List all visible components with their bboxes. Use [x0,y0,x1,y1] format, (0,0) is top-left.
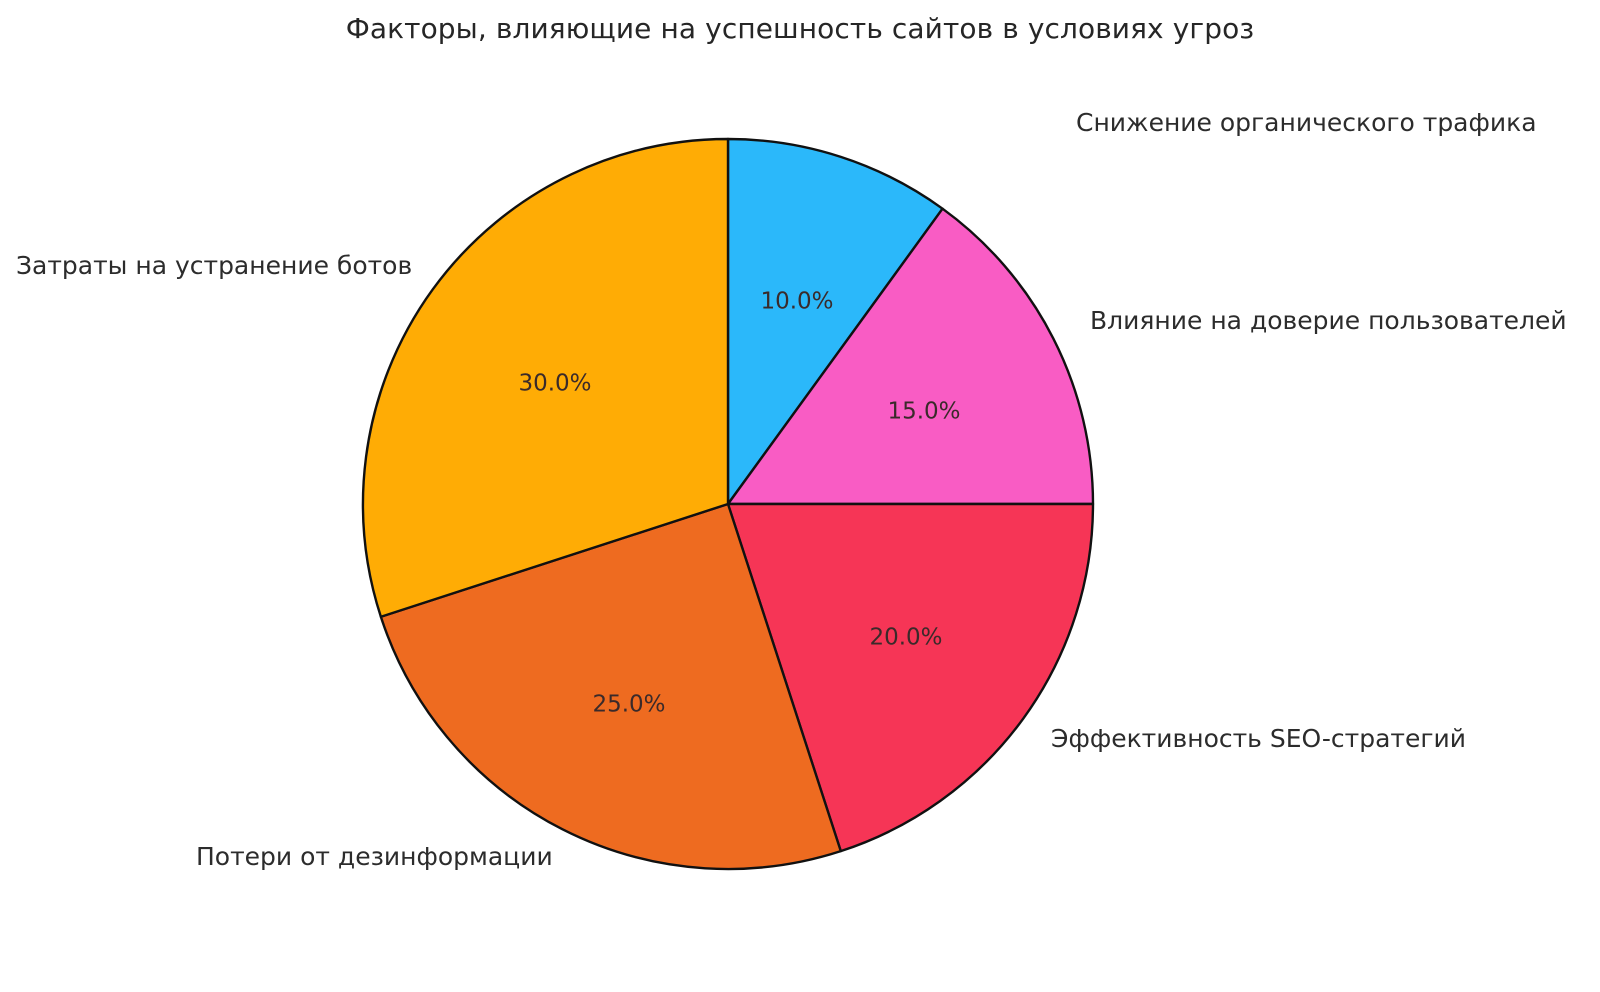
pie-slice-category-label: Затраты на устранение ботов [16,251,413,280]
pie-slices-group [361,137,1095,871]
pie-slice-category-label: Снижение органического трафика [1076,108,1537,137]
pie-slice-category-label: Влияние на доверие пользователей [1090,306,1567,335]
pie-slice-category-label: Потери от дезинформации [196,842,553,871]
pie-slice[interactable] [726,502,1095,853]
pie-slice-percent-label: 15.0% [887,399,960,425]
pie-slice[interactable] [726,137,944,506]
pie-slice-percent-label: 10.0% [760,289,833,315]
pie-percent-labels-group: 10.0% 15.0% 20.0% 25.0% 30.0% [518,289,960,718]
chart-title: Факторы, влияющие на успешность сайтов в… [345,12,1255,45]
pie-slice-category-label: Эффективность SEO-стратегий [1051,724,1466,753]
pie-slice-percent-label: 20.0% [869,625,942,651]
pie-slice-percent-label: 30.0% [518,371,591,397]
pie-slice[interactable] [726,207,1095,506]
pie-slice[interactable] [379,502,842,871]
pie-slice[interactable] [361,137,730,618]
pie-slice-percent-label: 25.0% [592,692,665,718]
